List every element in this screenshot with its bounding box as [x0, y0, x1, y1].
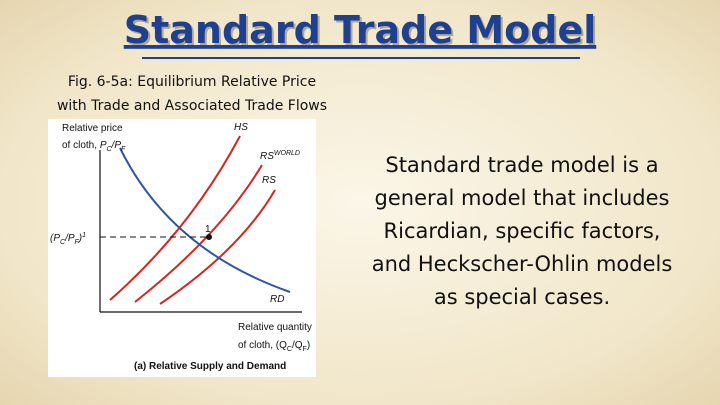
title: Standard Trade Model: [124, 8, 597, 52]
rs-world-label: RSWORLD: [260, 150, 300, 162]
x-axis-label: Relative quantity: [238, 322, 312, 333]
body-line: Standard trade model is a: [385, 153, 658, 177]
label-part: of cloth, (Q: [238, 340, 287, 351]
label-part: C: [60, 239, 66, 246]
rd-label: RD: [270, 294, 284, 305]
label-part: 1: [82, 232, 86, 239]
label-part: C: [287, 346, 292, 353]
rs-curve: [159, 189, 276, 305]
point-label: 1: [205, 224, 211, 235]
label-part: ): [78, 233, 82, 244]
caption-line: with Trade and Associated Trade Flows: [57, 98, 327, 114]
label-part: F: [303, 346, 307, 353]
body-line: as special cases.: [434, 285, 610, 309]
body-text: Standard trade model is a general model …: [372, 153, 673, 309]
label-part: ): [307, 340, 310, 351]
hs-curve: [109, 135, 241, 301]
equilibrium-point: [206, 234, 212, 240]
label-part: of cloth,: [62, 140, 100, 151]
price-label: (PC/PF)1: [50, 232, 86, 246]
label-part: F: [121, 146, 126, 153]
hs-label: HS: [234, 122, 248, 133]
label-part: C: [106, 146, 112, 153]
rs-label: RS: [262, 175, 276, 186]
label-part: /P: [111, 140, 122, 151]
label-part: P: [100, 140, 107, 151]
label-part: (P: [50, 233, 60, 244]
body-line: and Heckscher-Ohlin models: [372, 252, 673, 276]
figure-panel: [48, 119, 316, 377]
label-part: /Q: [292, 340, 303, 351]
x-axis-label: of cloth, (QC/QF): [238, 340, 310, 353]
label-part: RS: [260, 151, 274, 162]
label-part: /P: [64, 233, 75, 244]
y-axis-label: of cloth, PC/PF: [62, 140, 126, 153]
y-axis-label: Relative price: [62, 123, 123, 134]
label-part: WORLD: [274, 150, 300, 157]
body-line: general model that includes: [375, 186, 670, 210]
label-part: F: [75, 239, 80, 246]
figure: Relative price of cloth, PC/PF HS RSWORL…: [48, 119, 316, 377]
rd-curve: [119, 147, 291, 293]
body-line: Ricardian, specific factors,: [384, 219, 661, 243]
caption-line: Fig. 6-5a: Equilibrium Relative Price: [68, 74, 316, 90]
panel-label: (a) Relative Supply and Demand: [134, 361, 286, 372]
title-shadow: Standard Trade Model: [126, 10, 599, 54]
